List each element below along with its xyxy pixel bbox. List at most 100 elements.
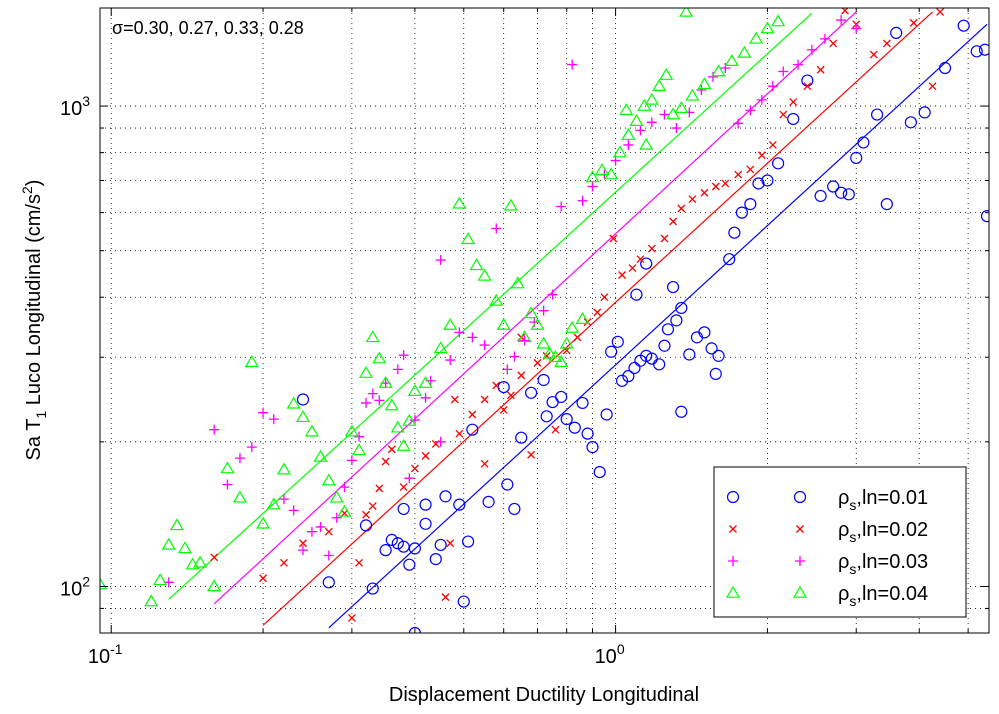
data-point [593,465,606,479]
data-point [640,257,653,270]
fit-line-series-1 [328,23,988,629]
data-point [761,174,774,187]
data-point [479,340,490,351]
data-point [659,109,670,120]
data-point [321,473,336,486]
fit-line-series-2 [262,11,933,626]
data-point [551,425,560,434]
data-point [576,396,589,410]
data-point [527,450,536,459]
data-point [429,553,442,566]
data-point [322,576,335,589]
data-point [767,81,778,92]
x-tick-label-base: 10 [88,646,110,668]
data-point [593,308,602,317]
data-point [723,253,736,266]
legend-label: ρs,ln=0.03 [838,551,928,577]
y-label-sup: 2 [19,186,35,194]
data-point [674,100,689,113]
data-point [323,550,334,561]
data-point [757,151,766,160]
data-point [144,594,159,607]
data-point [560,413,573,426]
data-point [600,408,613,421]
data-point [419,517,432,530]
data-point [268,414,279,425]
legend-marker-right [796,525,804,533]
data-point [339,482,350,493]
data-point [209,424,220,435]
legend-label-sub: s [849,593,856,609]
data-point [286,396,301,409]
data-point [600,293,609,302]
data-point [803,82,812,91]
data-point [362,510,370,519]
data-point [462,535,475,548]
legend-label-sub: s [849,561,856,577]
data-point [604,167,619,180]
data-point [398,350,409,361]
data-point [418,375,433,388]
data-point [477,268,492,281]
data-point [455,429,464,438]
data-point [555,390,568,404]
data-point [636,255,645,264]
legend-label: ρs,ln=0.04 [838,583,928,609]
data-point [623,139,634,150]
y-label-close: ) [23,180,45,187]
data-point [391,537,404,550]
data-point [234,453,245,464]
data-point [361,397,372,408]
legend-box [713,466,967,618]
data-point [871,108,884,121]
data-point [347,613,356,622]
data-point [700,188,709,197]
data-point [573,333,582,342]
data-point [374,395,385,406]
data-point [304,424,319,437]
data-point [628,264,637,273]
data-point [869,50,878,59]
data-point [367,388,378,399]
data-point [331,512,342,523]
data-point [745,105,756,116]
data-point [510,276,525,289]
data-point [658,339,671,352]
data-point [491,223,502,234]
legend-label-sub: s [849,497,856,513]
data-point [857,136,870,149]
data-point [536,336,551,349]
data-point [315,521,326,532]
data-point [938,61,952,75]
annotation-sigma: σ=0.30, 0.27, 0.33, 0.28 [112,18,304,38]
data-point [970,45,983,58]
y-label-sub: 1 [33,411,49,419]
y-tick-label-base: 10 [60,578,82,600]
data-point [666,280,680,294]
data-point [733,118,744,129]
data-point [207,579,222,592]
data-point [577,195,588,206]
data-point [313,449,328,462]
data-point [615,374,629,387]
legend-label-rest: ,ln=0.04 [856,583,928,605]
data-point [669,217,678,226]
data-point [381,457,390,466]
data-point [737,45,752,58]
data-point [210,553,219,562]
data-point [288,505,299,516]
y-tick-label-exp: 3 [82,93,90,109]
data-point [548,350,563,363]
data-point [496,317,511,330]
data-point [266,497,281,510]
data-point [404,473,415,484]
data-point [402,413,417,426]
data-point [177,541,192,554]
data-point [760,21,775,34]
data-point [329,490,344,503]
data-point [567,59,578,70]
data-point [772,157,785,170]
data-point [390,420,405,433]
